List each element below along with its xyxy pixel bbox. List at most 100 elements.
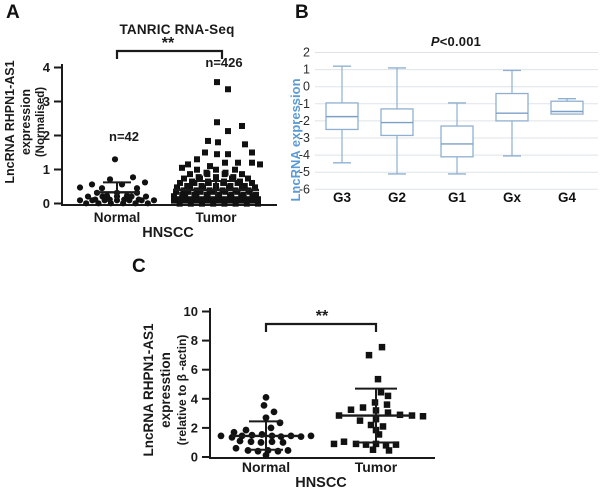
y-tick-label: -3 xyxy=(299,131,310,145)
data-point-circle xyxy=(232,444,240,452)
data-point-circle xyxy=(270,408,278,416)
data-point-circle xyxy=(144,200,151,207)
data-point-circle xyxy=(217,432,225,440)
data-point-square xyxy=(191,191,198,198)
y-tick-label: -5 xyxy=(299,165,310,179)
panel-b-letter: B xyxy=(295,2,309,23)
y-tick-label: 2 xyxy=(191,420,198,435)
x-category-label: Normal xyxy=(242,459,290,475)
data-point-circle xyxy=(129,174,137,181)
x-category-label: G3 xyxy=(333,190,352,205)
panel-a-significance: ** xyxy=(161,35,175,52)
data-point-square xyxy=(249,149,255,156)
panel-a-y-axis-label-line1: LncRNA RHPN1-AS1 expression xyxy=(3,60,33,184)
data-point-circle xyxy=(267,424,275,432)
data-point-square xyxy=(257,161,263,168)
panel-b-chart: 2 1 0 -1 -2 -3 -4 -5 -6 G3 G2 G1 Gx G4 xyxy=(299,46,598,205)
significance-bracket xyxy=(115,49,224,59)
data-point-square xyxy=(227,182,234,189)
data-point-square xyxy=(237,178,243,185)
data-point-square xyxy=(243,196,250,203)
data-point-square xyxy=(221,196,228,203)
data-point-square xyxy=(249,179,255,186)
data-point-square xyxy=(213,174,219,181)
data-point-square xyxy=(193,197,200,204)
y-tick-label: -1 xyxy=(299,97,310,111)
panel-b-title: P<0.001 xyxy=(406,34,506,49)
y-tick-label: -2 xyxy=(299,114,310,128)
y-tick-label: 6 xyxy=(191,362,198,377)
data-point-circle xyxy=(262,393,270,401)
data-point-circle xyxy=(76,197,84,204)
data-point-circle xyxy=(242,426,250,434)
data-point-square xyxy=(249,193,256,200)
data-point-square xyxy=(182,197,189,204)
data-point-square xyxy=(225,128,231,135)
data-point-circle xyxy=(236,437,244,445)
data-point-square xyxy=(210,196,217,203)
data-point-square xyxy=(187,200,194,207)
data-point-square xyxy=(372,440,380,448)
data-point-square xyxy=(240,191,247,198)
data-point-square xyxy=(377,389,385,396)
data-point-square xyxy=(215,197,222,204)
panel-c-significance: ** xyxy=(315,308,329,325)
significance-bracket xyxy=(264,322,378,332)
panel-a-x-axis-label: HNSCC xyxy=(142,225,194,241)
y-tick-label: 4 xyxy=(191,391,199,406)
data-point-circle xyxy=(284,447,292,454)
data-point-square xyxy=(365,351,373,359)
data-point-square xyxy=(228,191,235,198)
data-point-square xyxy=(174,184,180,191)
data-point-circle xyxy=(98,185,106,192)
data-point-circle xyxy=(262,414,270,422)
x-category-label: Tumor xyxy=(196,210,238,225)
y-tick-label: 2 xyxy=(43,128,50,143)
data-point-circle xyxy=(150,197,158,204)
data-point-circle xyxy=(268,438,276,446)
data-point-square xyxy=(221,200,228,207)
data-point-square xyxy=(185,161,191,168)
data-point-square xyxy=(216,191,223,198)
x-category-label: Tumor xyxy=(355,459,398,475)
panel-c-chart: 10 8 6 4 2 0 Normal Tumor xyxy=(184,304,435,475)
data-point-square xyxy=(213,166,219,173)
data-point-square xyxy=(378,343,386,351)
y-tick-label: 2 xyxy=(303,46,310,60)
y-tick-label: 3 xyxy=(43,94,50,109)
data-point-circle xyxy=(103,192,111,199)
y-tick-label: 8 xyxy=(191,333,198,348)
data-point-square xyxy=(249,197,256,204)
data-point-square xyxy=(222,159,228,166)
data-point-square xyxy=(245,175,251,182)
data-point-square xyxy=(214,79,220,86)
data-point-square xyxy=(243,200,250,207)
data-point-square xyxy=(356,417,364,424)
x-category-label: Normal xyxy=(94,210,141,225)
data-point-square xyxy=(241,182,248,189)
data-point-square xyxy=(207,163,213,170)
panel-a-letter: A xyxy=(6,2,20,23)
data-point-square xyxy=(374,375,382,383)
data-point-square xyxy=(177,179,183,186)
panel-c-y-axis-label-line2: (relative to β -actin) xyxy=(174,334,189,446)
data-point-square xyxy=(179,191,186,198)
data-point-square xyxy=(197,188,204,195)
data-point-square xyxy=(225,86,231,93)
data-point-circle xyxy=(135,196,142,203)
x-category-label: G1 xyxy=(448,190,467,205)
y-tick-label: -4 xyxy=(299,148,310,162)
panel-c-y-axis-label-line1: LncRNA RHPN1-AS1 expresstion xyxy=(141,323,173,457)
data-point-square xyxy=(203,169,210,176)
data-point-square xyxy=(239,122,245,129)
data-point-square xyxy=(239,171,245,178)
data-point-square xyxy=(176,200,183,207)
data-point-circle xyxy=(123,192,131,199)
panel-c-letter: C xyxy=(132,256,146,277)
panel-a-y-axis-label: LncRNA RHPN1-AS1 expression (Normalised) xyxy=(3,27,47,217)
data-point-square xyxy=(187,171,193,178)
panel-c-x-axis-label: HNSCC xyxy=(295,475,347,491)
y-tick-label: 0 xyxy=(191,450,198,465)
data-point-square xyxy=(249,159,255,166)
